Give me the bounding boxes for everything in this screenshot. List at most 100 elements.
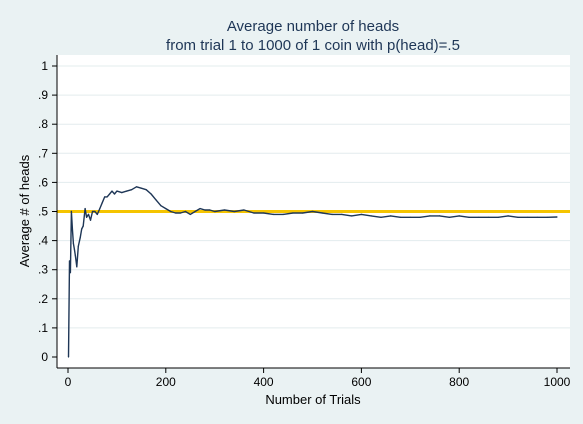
data-point: [89, 219, 92, 221]
data-point: [113, 193, 116, 195]
data-point: [69, 272, 71, 274]
x-axis-label: Number of Trials: [265, 392, 361, 407]
data-point: [351, 215, 353, 217]
data-point: [72, 242, 74, 245]
data-point: [87, 213, 90, 215]
data-point: [263, 212, 265, 214]
data-point: [556, 216, 558, 218]
data-point: [140, 187, 142, 189]
data-point: [429, 215, 431, 217]
data-point: [131, 189, 133, 191]
data-point: [546, 216, 548, 218]
data-point: [497, 216, 499, 218]
data-point: [82, 225, 84, 227]
data-point: [160, 205, 162, 207]
data-point: [121, 192, 123, 194]
data-point: [243, 209, 245, 211]
data-point: [233, 210, 235, 213]
data-point: [73, 248, 75, 250]
data-point: [487, 216, 490, 218]
x-tick-label: 800: [449, 375, 469, 389]
data-point: [194, 210, 196, 213]
data-point: [67, 356, 70, 358]
data-point: [109, 193, 111, 195]
data-point: [165, 208, 167, 210]
data-point: [517, 216, 519, 218]
data-point: [116, 190, 118, 192]
y-tick-label: .6: [38, 175, 48, 189]
series-group: [67, 186, 558, 358]
data-point: [331, 213, 333, 215]
data-point: [399, 216, 402, 218]
data-point: [104, 196, 106, 198]
x-tick-label: 200: [156, 375, 176, 389]
y-axis-label: Average # of heads: [17, 154, 32, 267]
data-point: [360, 213, 362, 215]
data-point: [81, 228, 83, 230]
data-point: [94, 210, 96, 213]
y-tick-label: .7: [38, 146, 48, 160]
data-point: [214, 210, 216, 213]
data-point: [175, 212, 177, 214]
data-point: [77, 245, 79, 247]
data-point: [223, 209, 226, 211]
y-tick-label: .9: [38, 88, 48, 102]
data-point: [272, 213, 274, 215]
data-point: [91, 210, 94, 213]
data-point: [302, 212, 304, 214]
data-point: [96, 213, 98, 215]
data-point: [184, 210, 186, 213]
y-tick-label: .3: [38, 263, 48, 277]
data-point: [155, 199, 157, 201]
data-point: [321, 212, 323, 214]
x-tick-label: 0: [65, 375, 72, 389]
data-point: [282, 213, 284, 215]
data-point: [99, 208, 101, 210]
data-point: [179, 212, 182, 214]
data-point: [478, 216, 480, 218]
chart-title: Average number of heads: [227, 18, 399, 35]
data-point: [458, 215, 460, 217]
y-tick-label: .5: [38, 205, 48, 219]
data-point: [341, 213, 343, 215]
y-tick-label: .1: [38, 321, 48, 335]
data-point: [145, 189, 147, 191]
data-point: [68, 260, 71, 262]
y-tick-label: 0: [41, 350, 48, 364]
data-point: [527, 216, 529, 218]
data-point: [370, 215, 372, 217]
data-point: [380, 216, 382, 218]
y-tick-label: .4: [38, 234, 48, 248]
data-point: [150, 193, 152, 195]
data-point: [86, 216, 88, 218]
data-point: [468, 216, 470, 218]
y-tick-label: 1: [41, 59, 48, 73]
x-tick-label: 1000: [544, 375, 571, 389]
data-point: [189, 213, 191, 215]
data-point: [74, 254, 76, 256]
data-point: [419, 216, 421, 218]
data-point: [106, 196, 108, 198]
y-tick-label: .8: [38, 117, 48, 131]
data-point: [311, 210, 314, 213]
y-tick-label: .2: [38, 292, 48, 306]
data-point: [439, 215, 441, 217]
x-tick-label: 600: [351, 375, 371, 389]
data-point: [390, 215, 392, 217]
data-point: [170, 210, 172, 213]
data-point: [409, 216, 411, 218]
x-tick-label: 400: [254, 375, 274, 389]
data-point: [79, 237, 81, 239]
data-point: [199, 208, 201, 210]
data-point: [71, 228, 73, 230]
data-point: [536, 216, 539, 218]
y-axis-ticks: 0 .1 .2 .3 .4 .5 .6 .7 .8 .9 1: [38, 59, 57, 364]
data-point: [253, 212, 255, 214]
chart-subtitle: from trial 1 to 1000 of 1 coin with p(he…: [166, 37, 460, 54]
data-point: [292, 212, 294, 214]
data-point: [448, 216, 450, 218]
data-point: [135, 186, 138, 188]
data-point: [204, 209, 206, 211]
data-point: [111, 190, 113, 192]
